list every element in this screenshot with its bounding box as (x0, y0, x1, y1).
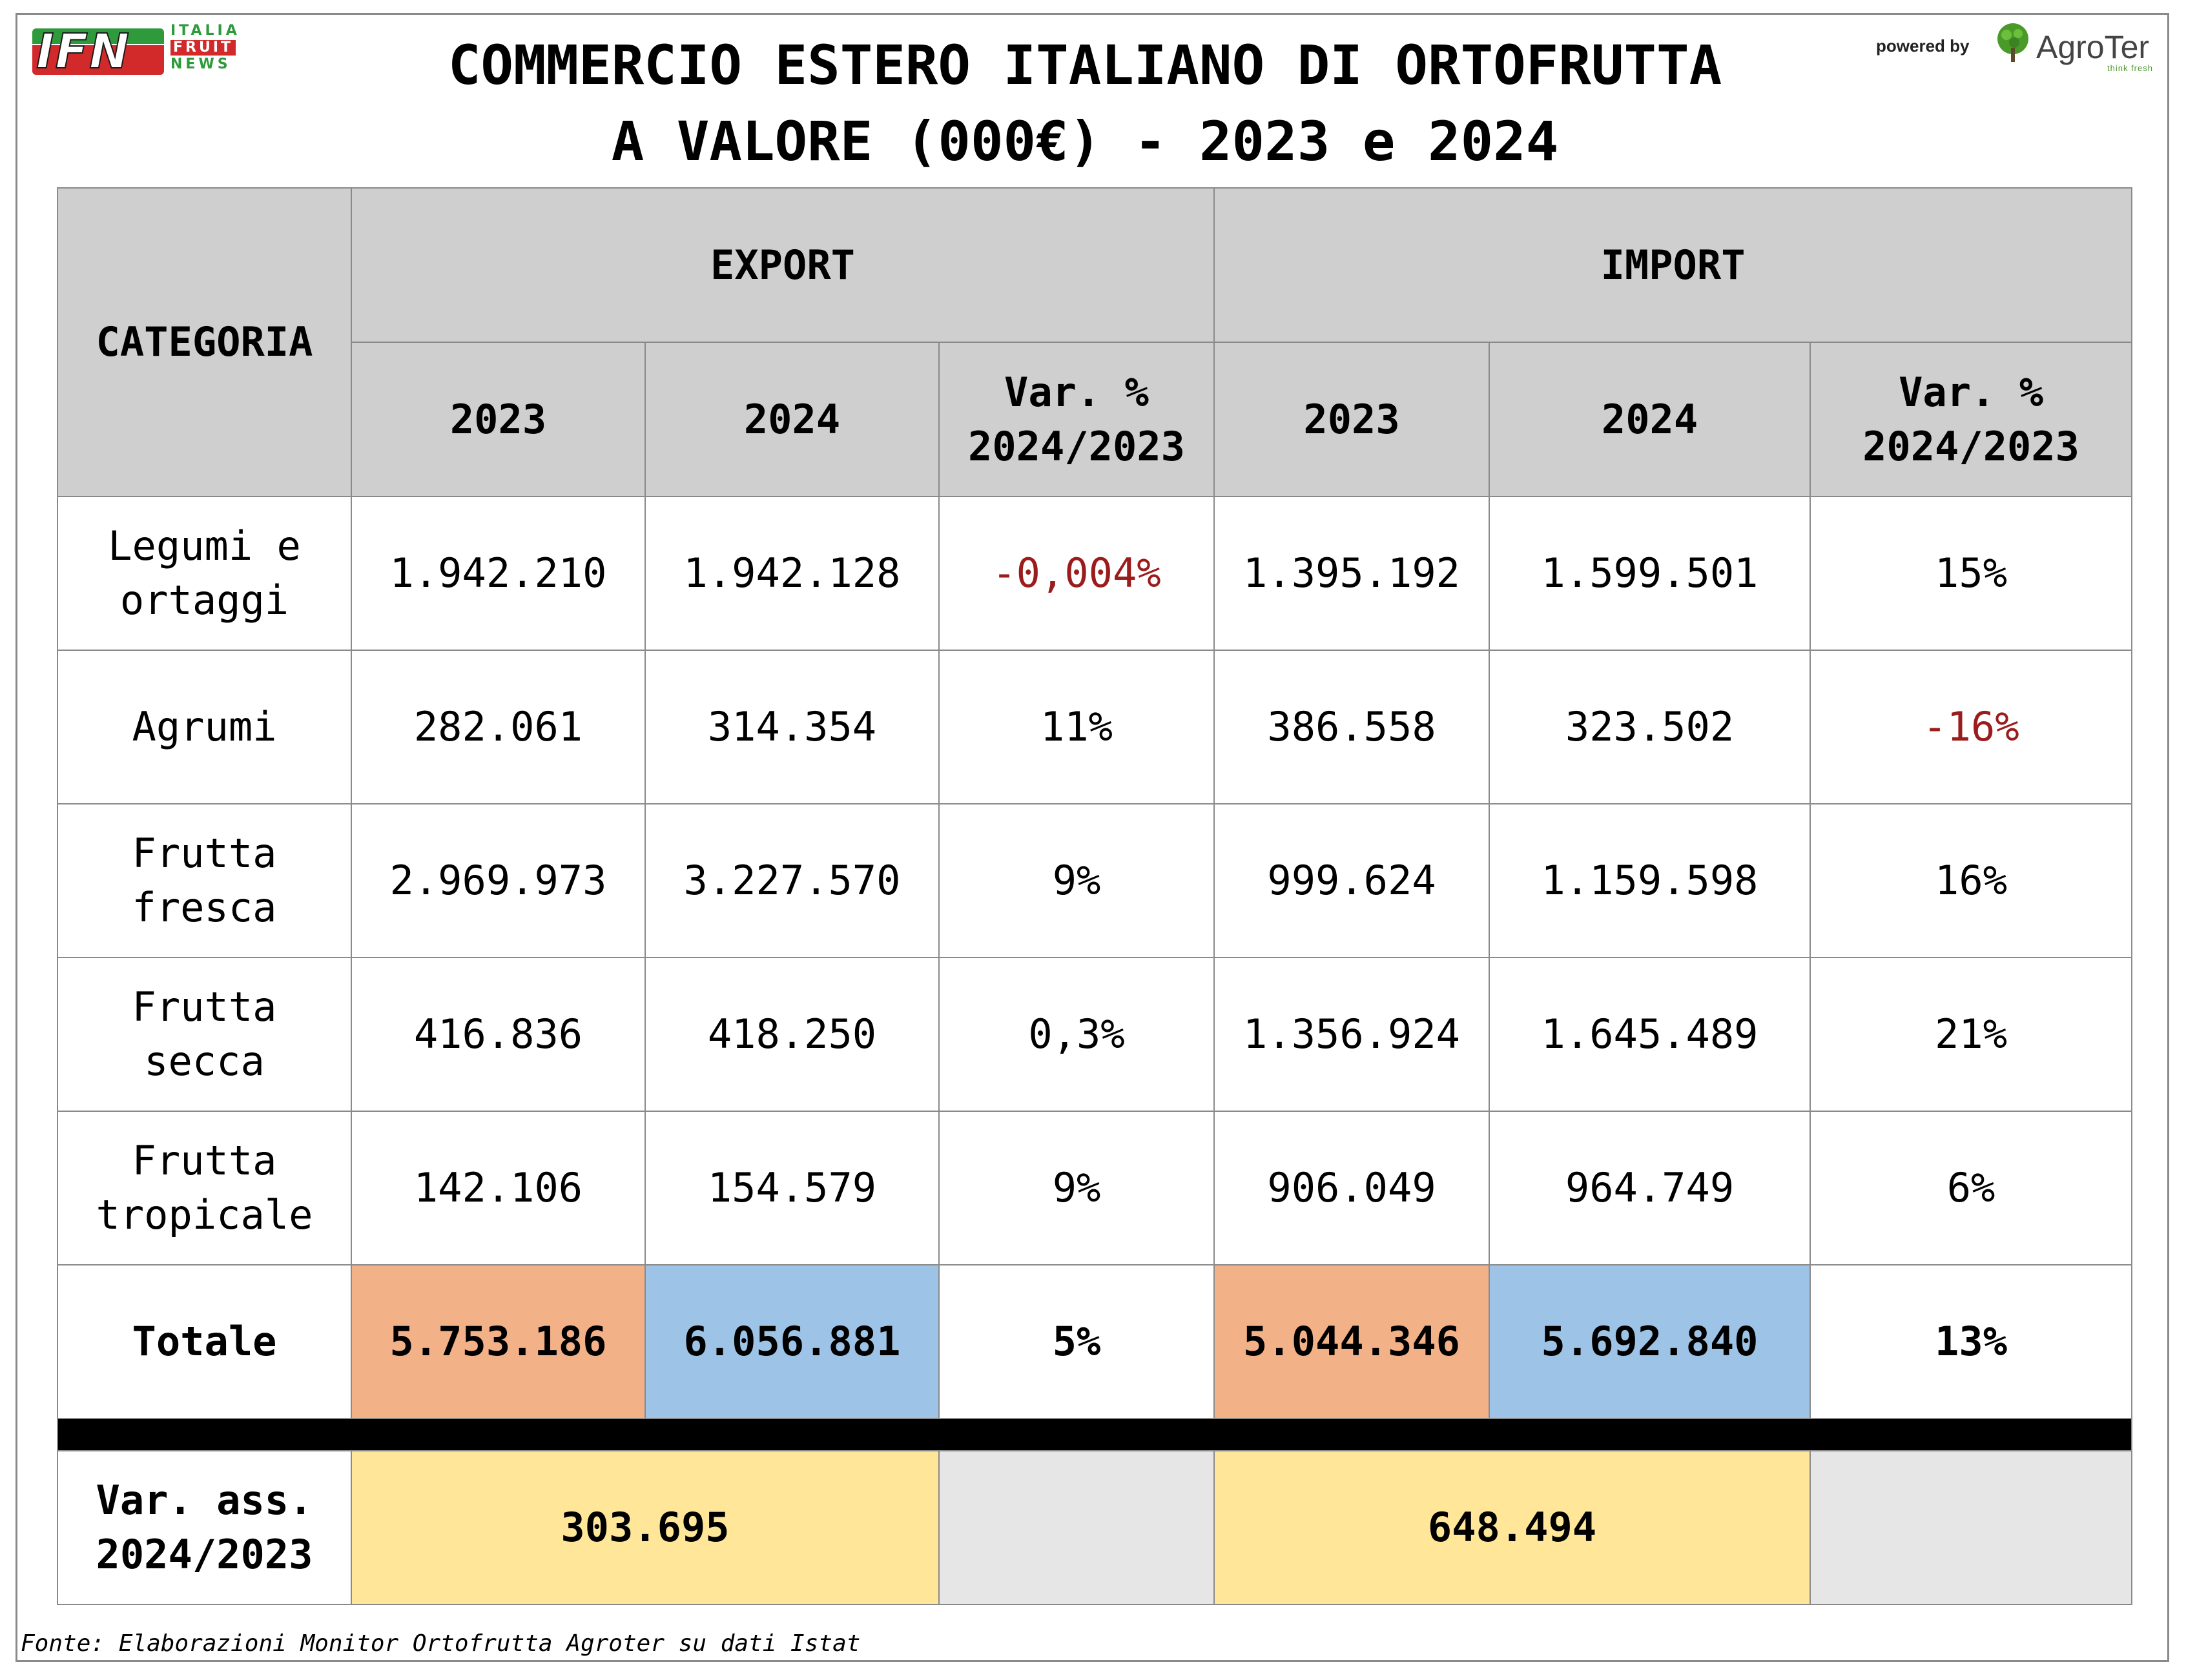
agroter-tagline: think fresh (2107, 63, 2153, 73)
table-row: Frutta secca 416.836 418.250 0,3% 1.356.… (57, 957, 2133, 1112)
ifn-logo-text: IFN (36, 24, 131, 79)
cell-exp-2024: 154.579 (644, 1111, 940, 1265)
abs-var-empty-import (1810, 1450, 2133, 1605)
ifn-logo-mark (32, 28, 164, 75)
cell-imp-var: 16% (1810, 803, 2133, 958)
title-line-2: A VALORE (000€) - 2023 e 2024 (611, 110, 1559, 173)
cell-imp-2024: 964.749 (1489, 1111, 1811, 1265)
table-row: Agrumi 282.061 314.354 11% 386.558 323.5… (57, 650, 2133, 804)
row-category: Frutta tropicale (57, 1111, 352, 1265)
ifn-logo-line1: ITALIA (170, 23, 240, 39)
cell-exp-2023: 2.969.973 (351, 803, 646, 958)
total-exp-2023: 5.753.186 (351, 1264, 646, 1419)
row-category: Agrumi (57, 650, 352, 804)
page-title: COMMERCIO ESTERO ITALIANO DI ORTOFRUTTA … (258, 27, 1912, 179)
row-category: Legumi e ortaggi (57, 496, 352, 651)
abs-var-empty-export (938, 1450, 1215, 1605)
cell-imp-2023: 1.356.924 (1213, 957, 1490, 1112)
total-imp-2023: 5.044.346 (1213, 1264, 1490, 1419)
total-imp-2024: 5.692.840 (1489, 1264, 1811, 1419)
cell-imp-var: 21% (1810, 957, 2133, 1112)
row-category: Frutta fresca (57, 803, 352, 958)
total-imp-var: 13% (1810, 1264, 2133, 1419)
total-row: Totale 5.753.186 6.056.881 5% 5.044.346 … (57, 1264, 2133, 1419)
cell-imp-2023: 999.624 (1213, 803, 1490, 958)
agroter-name: AgroTer (2036, 29, 2150, 65)
row-category: Frutta secca (57, 957, 352, 1112)
title-line-1: COMMERCIO ESTERO ITALIANO DI ORTOFRUTTA (448, 34, 1722, 97)
cell-imp-var: 6% (1810, 1111, 2133, 1265)
cell-exp-var: -0,004% (938, 496, 1215, 651)
table-row: Legumi e ortaggi 1.942.210 1.942.128 -0,… (57, 496, 2133, 651)
page-frame (15, 13, 2169, 1662)
subheader-exp-var: Var. % 2024/2023 (938, 342, 1215, 497)
ifn-logo-line3: NEWS (170, 56, 231, 72)
ifn-logo-line2: FRUIT (170, 40, 236, 56)
tree-icon (1997, 23, 2028, 62)
cell-imp-2024: 1.645.489 (1489, 957, 1811, 1112)
cell-exp-2023: 282.061 (351, 650, 646, 804)
cell-imp-var: 15% (1810, 496, 2133, 651)
subheader-exp-2023: 2023 (351, 342, 646, 497)
cell-imp-2023: 1.395.192 (1213, 496, 1490, 651)
table-row: Frutta fresca 2.969.973 3.227.570 9% 999… (57, 803, 2133, 958)
total-exp-2024: 6.056.881 (644, 1264, 940, 1419)
powered-by-label: powered by (1876, 36, 1970, 56)
cell-imp-var: -16% (1810, 650, 2133, 804)
cell-exp-var: 9% (938, 1111, 1215, 1265)
subheader-imp-2023: 2023 (1213, 342, 1490, 497)
cell-exp-var: 0,3% (938, 957, 1215, 1112)
cell-exp-2023: 416.836 (351, 957, 646, 1112)
cell-exp-var: 11% (938, 650, 1215, 804)
cell-imp-2024: 1.159.598 (1489, 803, 1811, 958)
separator-row (56, 1418, 2133, 1451)
source-note: Fonte: Elaborazioni Monitor Ortofrutta A… (21, 1630, 861, 1657)
subheader-imp-2024: 2024 (1489, 342, 1811, 497)
header-export: EXPORT (350, 187, 1215, 343)
abs-var-export: 303.695 (351, 1450, 940, 1605)
cell-imp-2024: 323.502 (1489, 650, 1811, 804)
cell-imp-2023: 906.049 (1213, 1111, 1490, 1265)
cell-exp-2024: 418.250 (644, 957, 940, 1112)
cell-exp-2024: 314.354 (644, 650, 940, 804)
subheader-imp-var: Var. % 2024/2023 (1810, 342, 2133, 497)
total-label: Totale (57, 1264, 352, 1419)
cell-imp-2024: 1.599.501 (1489, 496, 1811, 651)
cell-exp-2024: 1.942.128 (644, 496, 940, 651)
header-import: IMPORT (1213, 187, 2133, 343)
cell-imp-2023: 386.558 (1213, 650, 1490, 804)
trade-table: CATEGORIA EXPORT IMPORT 2023 2024 Var. %… (56, 187, 2133, 1605)
abs-var-row: Var. ass. 2024/2023 303.695 648.494 (57, 1450, 2133, 1605)
table-row: Frutta tropicale 142.106 154.579 9% 906.… (57, 1111, 2133, 1265)
header-categoria: CATEGORIA (57, 187, 352, 497)
subheader-exp-2024: 2024 (644, 342, 940, 497)
abs-var-import: 648.494 (1213, 1450, 1811, 1605)
total-exp-var: 5% (938, 1264, 1215, 1419)
ifn-logo: IFN ITALIA FRUIT NEWS (32, 23, 255, 79)
agroter-logo: AgroTer think fresh (1992, 22, 2154, 74)
cell-exp-2023: 142.106 (351, 1111, 646, 1265)
cell-exp-var: 9% (938, 803, 1215, 958)
cell-exp-2024: 3.227.570 (644, 803, 940, 958)
separator-bar (56, 1418, 2133, 1451)
abs-var-label: Var. ass. 2024/2023 (57, 1450, 352, 1605)
cell-exp-2023: 1.942.210 (351, 496, 646, 651)
